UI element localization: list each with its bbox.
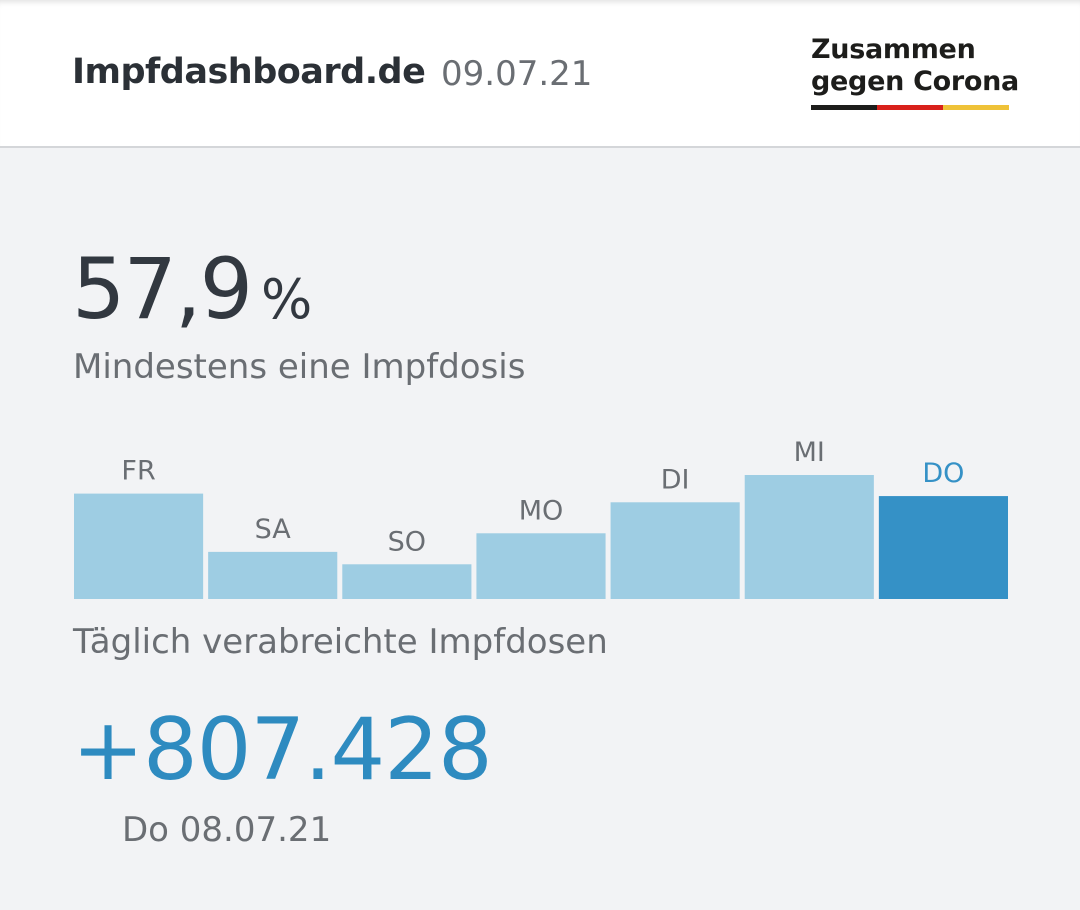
zusammen-gegen-corona-logo[interactable]: Zusammen gegen Corona (811, 34, 1019, 114)
site-title[interactable]: Impfdashboard.de (72, 52, 426, 92)
bar-do[interactable] (878, 496, 1008, 599)
vaccination-rate-label: Mindestens eine Impfdosis (73, 347, 526, 387)
bar-label-sa: SA (255, 514, 292, 545)
bar-di[interactable] (610, 502, 740, 599)
bar-label-so: SO (388, 526, 426, 557)
vaccination-rate-value: 57,9 (72, 240, 253, 338)
logo-line-1: Zusammen (811, 34, 976, 65)
bar-label-mi: MI (794, 437, 825, 468)
daily-doses-value: +807.428 (72, 700, 493, 800)
daily-doses-date: Do 08.07.21 (122, 810, 332, 850)
header-date: 09.07.21 (441, 54, 593, 94)
logo-line-2: gegen Corona (811, 66, 1019, 97)
bar-label-fr: FR (121, 456, 155, 487)
bar-label-mo: MO (519, 495, 564, 526)
vaccination-rate-unit: % (261, 268, 313, 331)
bar-label-do: DO (922, 458, 964, 489)
bar-sa[interactable] (208, 551, 338, 599)
header: Impfdashboard.de 09.07.21 Zusammen gegen… (0, 0, 1080, 148)
chart-caption: Täglich verabreichte Impfdosen (73, 622, 608, 662)
logo-flag-bar (811, 105, 1009, 110)
vaccination-rate: 57,9% (72, 240, 312, 338)
bar-mi[interactable] (744, 475, 874, 599)
bar-so[interactable] (342, 564, 472, 599)
bar-mo[interactable] (476, 533, 606, 599)
bar-fr[interactable] (74, 493, 204, 599)
bar-label-di: DI (661, 464, 690, 495)
